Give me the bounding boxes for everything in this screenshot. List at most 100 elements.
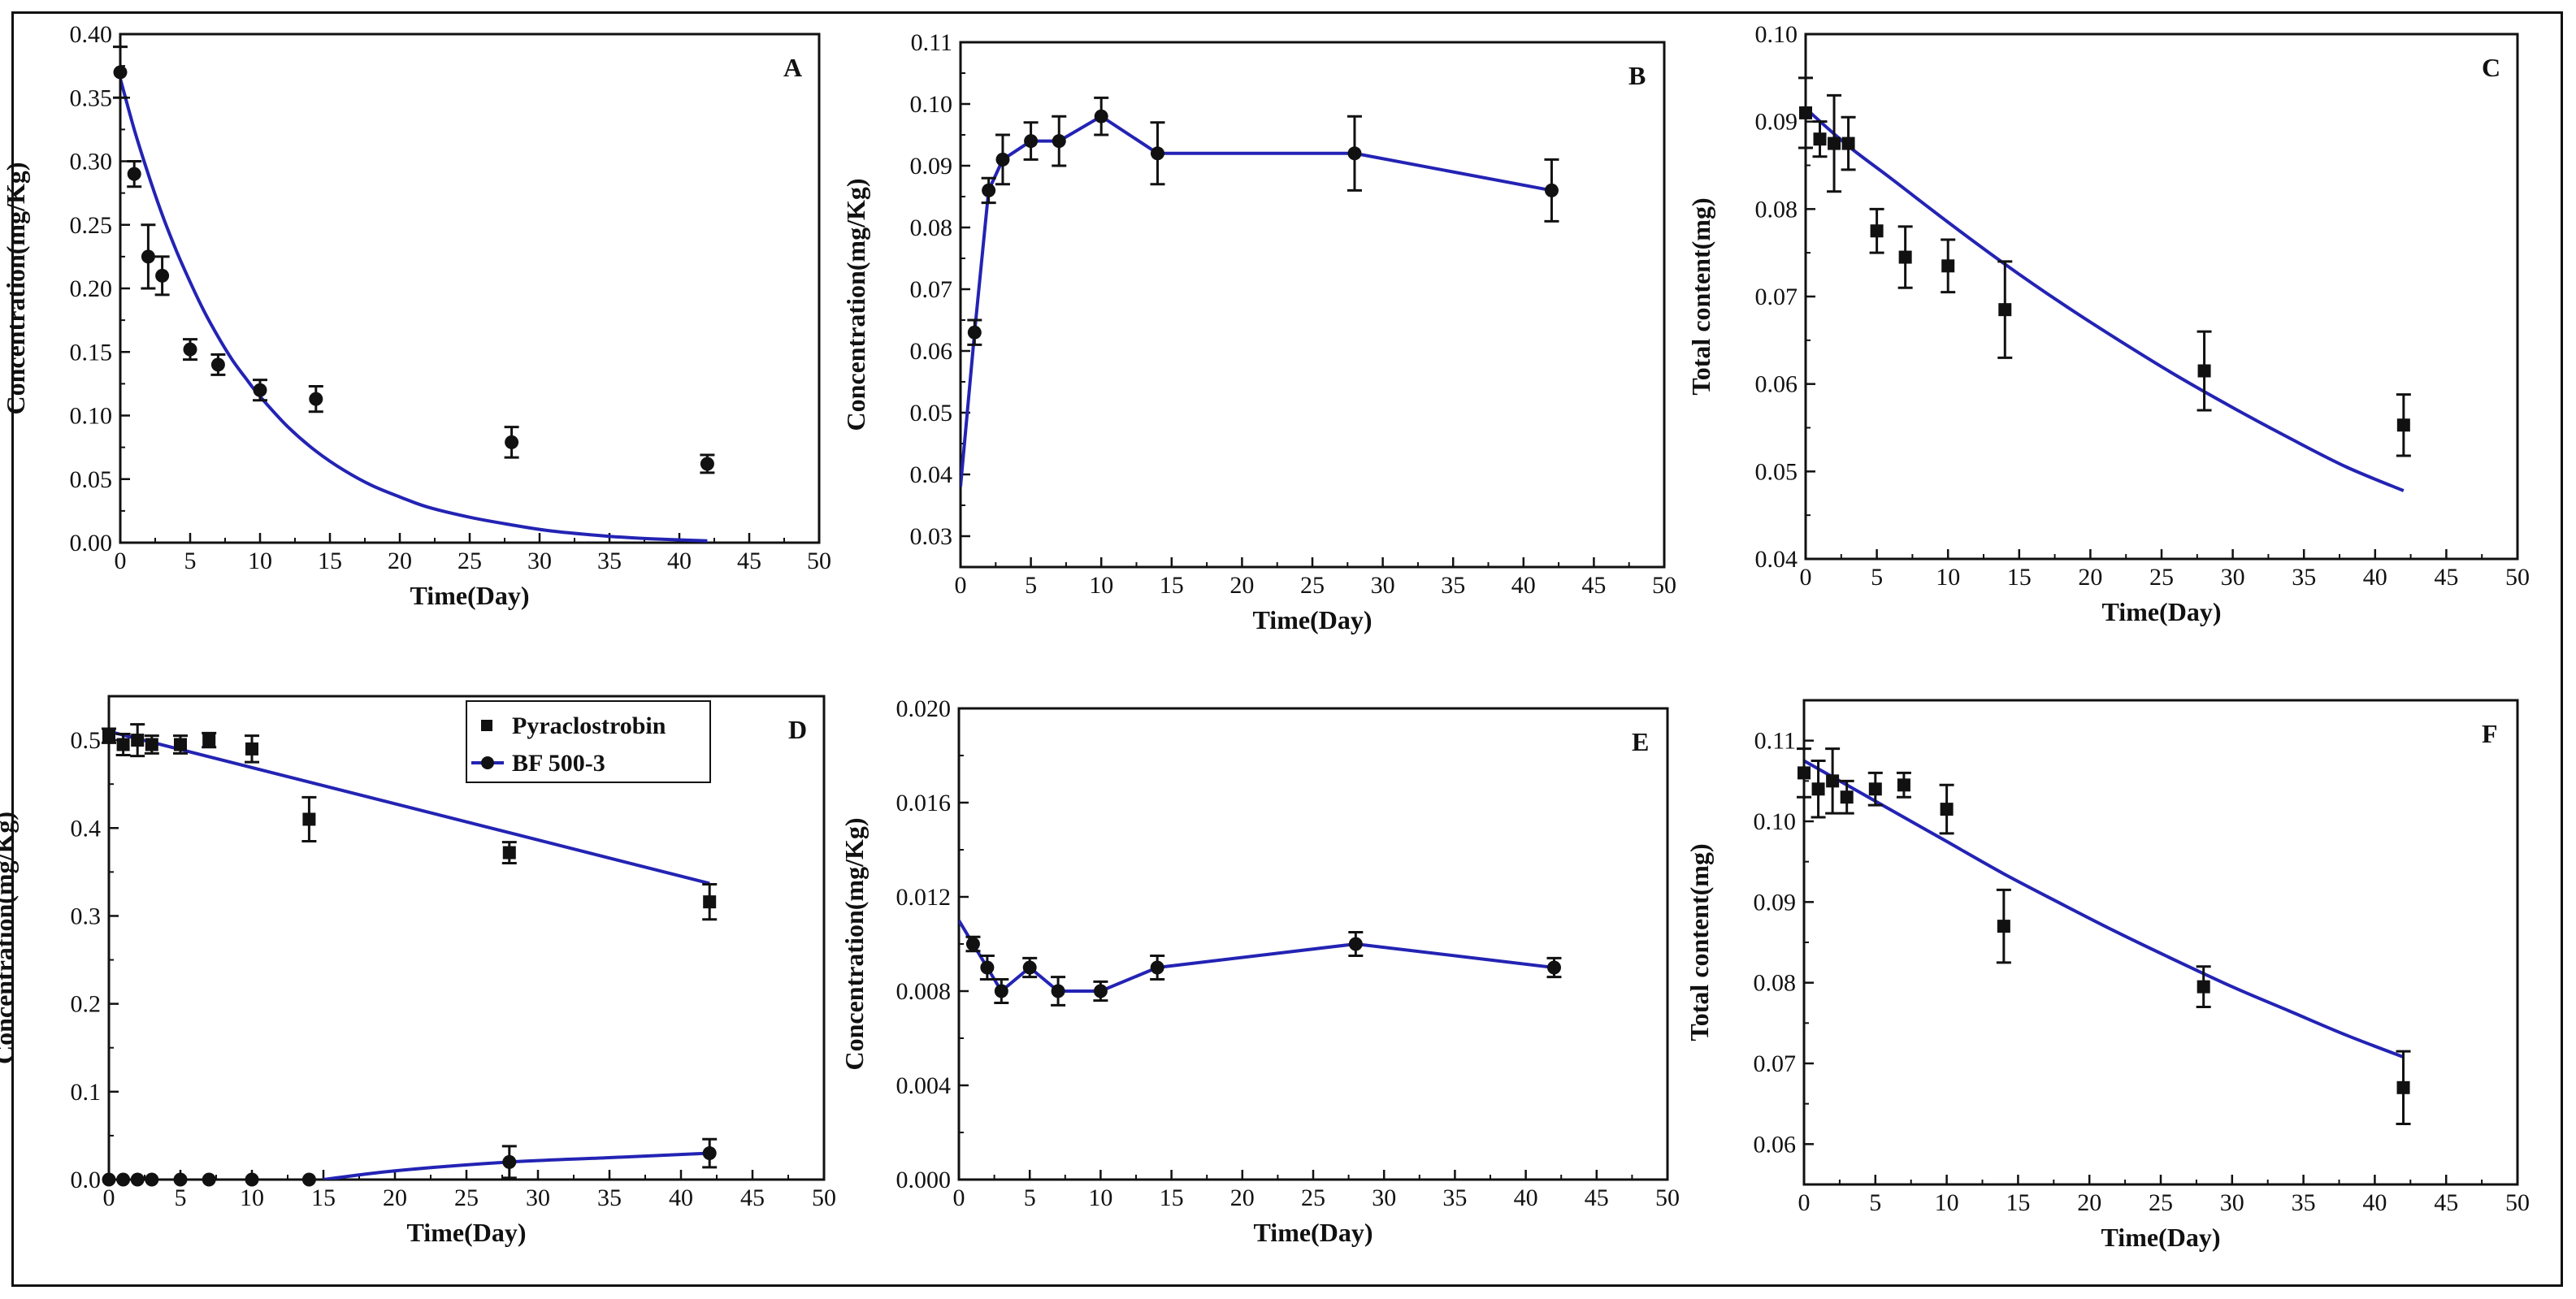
data-point-circle — [102, 1172, 116, 1187]
data-point-square — [1870, 224, 1884, 238]
data-point-circle — [1150, 960, 1164, 975]
y-tick-label: 0.020 — [896, 695, 952, 722]
data-point-circle — [141, 249, 155, 264]
panel-a: 0 5 10 15 20 25 30 35 40 45 50 0.00 0.05 0.10 0.15 0.20… — [1, 21, 831, 610]
data-point-square — [202, 734, 216, 747]
x-tick-label: 10 — [1935, 1189, 1959, 1216]
y-tick-label: 0.012 — [896, 884, 952, 911]
panel-letter: A — [783, 53, 802, 82]
y-axis-title: Concentration(mg/Kg) — [0, 812, 19, 1064]
x-tick-label: 10 — [1088, 1184, 1112, 1211]
data-point-circle — [1348, 937, 1363, 951]
y-axis-title: Concentration(mg/Kg) — [841, 178, 870, 431]
x-tick-label: 40 — [2362, 1189, 2387, 1216]
x-tick-label: 5 — [1871, 564, 1883, 591]
data-point-circle — [505, 435, 519, 449]
data-point-square — [116, 738, 130, 751]
y-tick-label: 0.08 — [910, 214, 953, 241]
y-tick-label: 0.04 — [910, 461, 953, 488]
x-tick-label: 10 — [1936, 564, 1960, 591]
x-tick-label: 0 — [103, 1184, 115, 1211]
x-tick-label: 45 — [1585, 1184, 1609, 1211]
x-axis-title: Time(Day) — [2102, 597, 2222, 626]
x-tick-label: 15 — [1160, 572, 1184, 599]
x-tick-label: 35 — [597, 1184, 622, 1211]
data-point-circle — [116, 1172, 131, 1187]
x-axis-title: Time(Day) — [1254, 1218, 1373, 1247]
data-point-circle — [1051, 984, 1065, 998]
data-point-square — [245, 742, 258, 756]
x-tick-label: 5 — [1024, 1184, 1036, 1211]
x-tick-label: 35 — [1442, 1184, 1467, 1211]
data-point-circle — [253, 383, 267, 397]
x-tick-label: 20 — [2077, 1189, 2101, 1216]
y-tick-label: 0.10 — [70, 403, 113, 430]
x-tick-label: 35 — [1441, 572, 1465, 599]
data-point-square — [1798, 766, 1811, 780]
y-tick-label: 0.35 — [70, 84, 113, 111]
x-tick-label: 0 — [1800, 564, 1812, 591]
x-tick-label: 40 — [667, 548, 692, 574]
data-point-square — [1841, 136, 1855, 150]
data-point-circle — [1150, 146, 1164, 161]
data-point-circle — [1093, 984, 1108, 998]
figure-frame — [11, 11, 2563, 1287]
y-tick-label: 0.05 — [70, 466, 113, 493]
data-point-circle — [145, 1172, 159, 1187]
y-tick-label: 0.04 — [1755, 546, 1798, 573]
x-tick-label: 5 — [184, 548, 197, 574]
x-tick-label: 5 — [1025, 572, 1037, 599]
panel-letter: F — [2482, 719, 2498, 748]
x-tick-label: 10 — [248, 548, 272, 574]
x-tick-label: 15 — [2007, 564, 2032, 591]
data-point-square — [1941, 259, 1955, 273]
y-tick-label: 0.016 — [896, 790, 952, 816]
data-point-circle — [1544, 183, 1559, 197]
plot-frame — [959, 41, 1666, 569]
panel-letter: B — [1628, 61, 1646, 90]
x-axis-title: Time(Day) — [1253, 605, 1373, 634]
y-tick-label: 0.07 — [1754, 1050, 1797, 1077]
y-tick-label: 0.20 — [70, 275, 113, 302]
x-tick-label: 50 — [2505, 564, 2530, 591]
x-tick-label: 50 — [812, 1184, 836, 1211]
data-point-circle — [994, 984, 1008, 998]
y-axis-title: Total content(mg) — [1686, 197, 1715, 395]
series-line-bf-500-3-fit — [323, 1151, 710, 1180]
y-tick-label: 0.11 — [1754, 728, 1796, 755]
y-tick-label: 0.00 — [70, 530, 113, 556]
y-axis-title: Total content(mg) — [1685, 843, 1714, 1041]
y-tick-label: 0.004 — [896, 1072, 952, 1099]
data-point-circle — [301, 1172, 316, 1187]
x-tick-label: 0 — [953, 1184, 965, 1211]
data-point-circle — [210, 357, 225, 372]
data-point-square — [102, 729, 115, 743]
x-axis-title: Time(Day) — [2101, 1223, 2221, 1252]
x-axis-title: Time(Day) — [410, 581, 530, 610]
y-tick-label: 0.000 — [896, 1167, 952, 1193]
plot-frame — [957, 707, 1669, 1181]
y-tick-label: 0.5 — [71, 727, 102, 754]
y-tick-label: 0.06 — [910, 338, 953, 365]
y-tick-label: 0.0 — [71, 1167, 102, 1193]
data-point-square — [703, 895, 717, 909]
data-point-square — [2396, 418, 2410, 432]
data-point-square — [1998, 303, 2012, 317]
plot-frame — [119, 32, 821, 544]
y-tick-label: 0.2 — [71, 991, 102, 1018]
x-tick-label: 25 — [2149, 564, 2174, 591]
data-point-circle — [502, 1154, 517, 1169]
panel-letter: E — [1632, 727, 1649, 756]
panel-letter: C — [2482, 53, 2500, 82]
series-line-pyraclostrobin-fit — [109, 730, 710, 885]
data-point-square — [2197, 364, 2211, 378]
y-axis-title: Concentration(mg/Kg) — [839, 817, 869, 1070]
y-tick-label: 0.09 — [1755, 109, 1798, 136]
x-tick-label: 50 — [807, 548, 831, 574]
series-line-fit — [1804, 759, 2405, 1059]
data-point-circle — [309, 392, 323, 406]
x-tick-label: 20 — [388, 548, 412, 574]
data-point-circle — [1094, 109, 1108, 123]
x-tick-label: 45 — [737, 548, 761, 574]
